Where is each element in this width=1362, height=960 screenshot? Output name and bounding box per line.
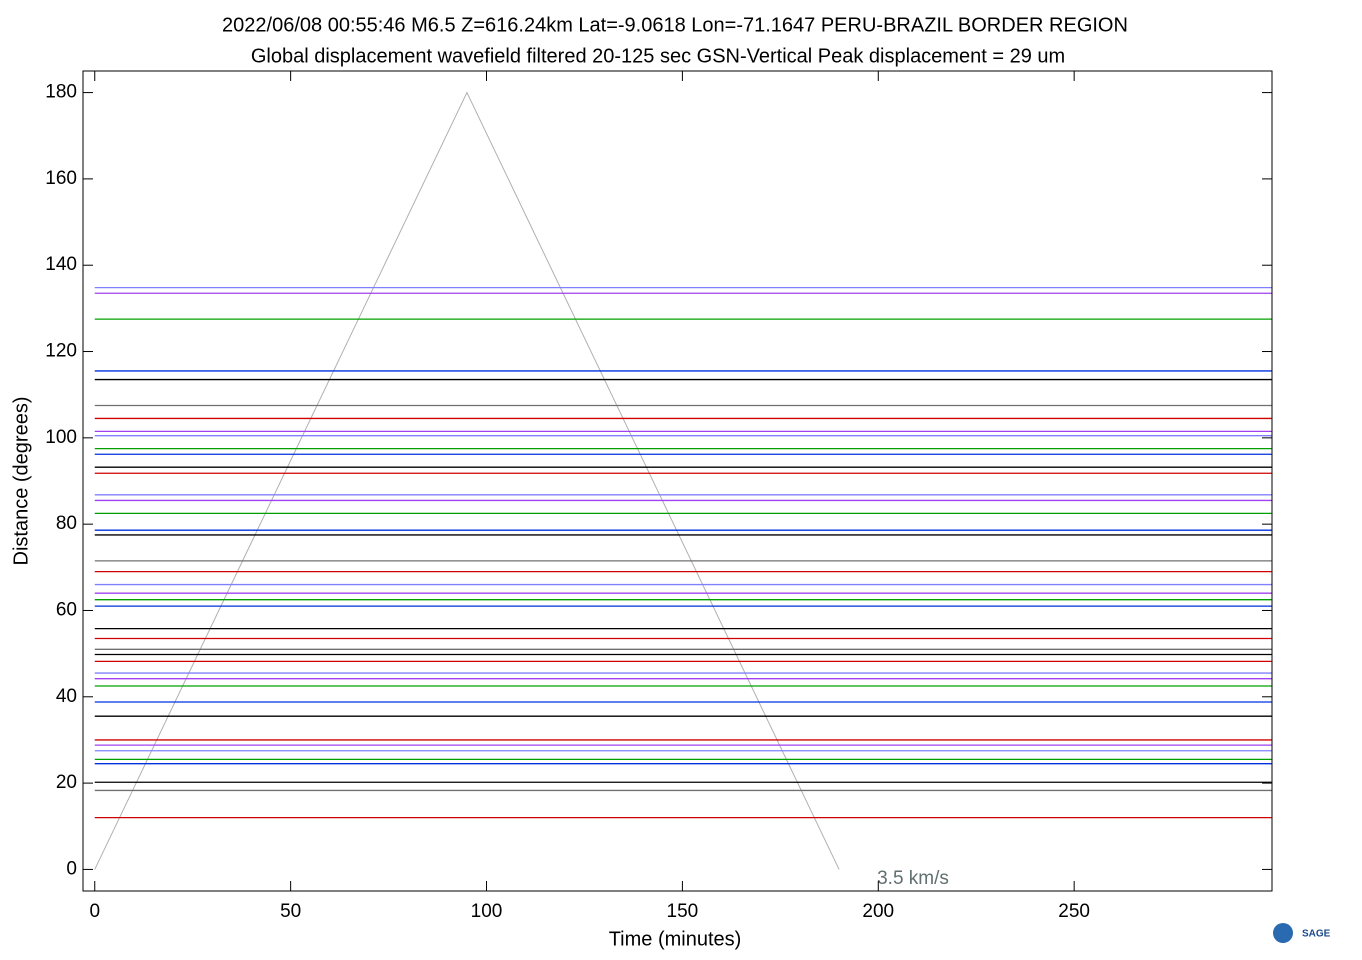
y-tick-label: 40 bbox=[56, 686, 77, 707]
x-tick-label: 0 bbox=[89, 901, 100, 922]
y-tick-label: 60 bbox=[56, 599, 77, 620]
plot-frame bbox=[82, 70, 1273, 892]
y-tick-label: 160 bbox=[45, 168, 77, 189]
x-tick-label: 150 bbox=[667, 901, 699, 922]
reference-line bbox=[94, 91, 840, 870]
chart-title: 2022/06/08 00:55:46 M6.5 Z=616.24km Lat=… bbox=[222, 14, 1128, 36]
y-tick-label: 100 bbox=[45, 427, 77, 448]
y-tick-label: 80 bbox=[56, 513, 77, 534]
logo-text: SAGE bbox=[1302, 929, 1331, 940]
x-tick-label: 50 bbox=[280, 901, 301, 922]
y-tick-label: 20 bbox=[56, 772, 77, 793]
x-tick-label: 250 bbox=[1058, 901, 1090, 922]
chart-subtitle: Global displacement wavefield filtered 2… bbox=[251, 45, 1065, 67]
logo-globe bbox=[1273, 923, 1293, 943]
x-tick-label: 100 bbox=[471, 901, 503, 922]
x-tick-label: 200 bbox=[862, 901, 894, 922]
y-tick-label: 140 bbox=[45, 254, 77, 275]
y-tick-label: 120 bbox=[45, 341, 77, 362]
x-axis-label: Time (minutes) bbox=[609, 928, 742, 950]
reference-label: 3.5 km/s bbox=[877, 868, 949, 889]
y-tick-label: 180 bbox=[45, 82, 77, 103]
y-tick-label: 0 bbox=[66, 858, 77, 879]
y-axis-label: Distance (degrees) bbox=[10, 397, 32, 566]
